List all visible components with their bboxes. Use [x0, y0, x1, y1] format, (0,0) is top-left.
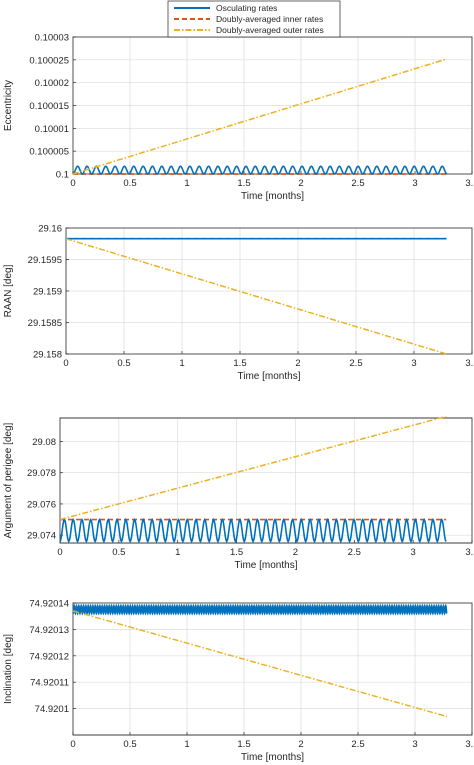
x-tick-label: 2: [295, 358, 300, 369]
x-axis-label: Time [months]: [241, 191, 304, 202]
x-axis-label: Time [months]: [235, 560, 298, 571]
x-tick-label: 2.5: [351, 739, 364, 750]
x-tick-label: 0: [70, 739, 75, 750]
x-tick-label: 2.5: [351, 178, 364, 189]
y-tick-label: 29.16: [38, 224, 62, 235]
y-tick-label: 0.100025: [29, 55, 69, 66]
y-tick-label: 0.10003: [35, 33, 69, 44]
series-line-osculating-rates: [72, 603, 448, 616]
series-line-osculating-rates: [59, 517, 447, 544]
y-tick-label: 0.10002: [35, 78, 69, 89]
y-tick-label: 29.1595: [28, 255, 62, 266]
y-tick-label: 29.1585: [28, 318, 62, 329]
plot-area: [72, 602, 473, 736]
x-axis-label: Time [months]: [238, 371, 301, 382]
x-tick-label: 2: [293, 547, 298, 558]
x-tick-label: 1: [184, 739, 189, 750]
y-tick-label: 74.9201: [35, 704, 69, 715]
legend: Osculating rates Doubly-averaged inner r…: [167, 0, 341, 38]
y-axis-label: Argument of perigee [deg]: [3, 422, 14, 538]
x-tick-label: 1.5: [230, 547, 243, 558]
x-tick-label: 1: [175, 547, 180, 558]
y-tick-label: 74.92012: [29, 651, 69, 662]
legend-label-inner: Doubly-averaged inner rates: [216, 14, 323, 24]
series-line-doubly-averaged-outer-rates: [72, 610, 448, 718]
y-axis-label: Eccentricity: [3, 80, 14, 131]
y-tick-label: 29.074: [27, 531, 56, 542]
x-tick-label: 0: [57, 547, 62, 558]
plot-frame: [72, 602, 473, 736]
x-tick-label: 3.5: [465, 547, 474, 558]
x-tick-label: 0: [63, 358, 68, 369]
series-line-osculating-rates: [72, 165, 448, 175]
y-tick-label: 29.076: [27, 499, 56, 510]
x-tick-label: 0.5: [123, 739, 136, 750]
x-tick-label: 2.5: [349, 358, 362, 369]
x-tick-label: 0.5: [117, 358, 130, 369]
plot-area: [59, 417, 473, 544]
x-tick-label: 0: [70, 178, 75, 189]
plot-frame: [59, 417, 473, 544]
x-tick-label: 2: [298, 178, 303, 189]
y-tick-label: 0.10001: [35, 124, 69, 135]
y-tick-label: 0.100005: [29, 147, 69, 158]
x-tick-label: 1: [184, 178, 189, 189]
y-tick-label: 29.159: [33, 287, 62, 298]
x-tick-label: 3: [410, 547, 415, 558]
x-tick-label: 1.5: [237, 178, 250, 189]
y-tick-label: 0.1: [56, 170, 69, 181]
x-axis-label: Time [months]: [241, 752, 304, 763]
y-axis-label: Inclination [deg]: [3, 634, 14, 704]
x-tick-label: 1.5: [237, 739, 250, 750]
y-tick-label: 29.158: [33, 350, 62, 361]
legend-label-osculating: Osculating rates: [216, 3, 277, 13]
y-tick-label: 0.100015: [29, 101, 69, 112]
chart-panel-inclination-deg: 0 0.5 1 1.5 2 2.5 3 3.5 74.9201 74.92011 74.92012 7…: [3, 599, 474, 764]
series-line-doubly-averaged-outer-rates: [72, 58, 448, 175]
x-tick-label: 0.5: [112, 547, 125, 558]
chart-panel-eccentricity: 0 0.5 1 1.5 2 2.5 3 3.5 0.1 0.100005 0.10001 0.1000…: [3, 33, 474, 203]
y-tick-label: 74.92013: [29, 625, 69, 636]
y-axis-label: RAAN [deg]: [3, 264, 14, 317]
x-tick-label: 3: [411, 358, 416, 369]
x-tick-label: 2.5: [348, 547, 361, 558]
chart-panel-raan-deg: 0 0.5 1 1.5 2 2.5 3 3.5 29.158 29.1585 29.159 29.15…: [3, 224, 474, 383]
y-tick-label: 29.078: [27, 468, 56, 479]
x-tick-label: 3: [412, 178, 417, 189]
y-tick-label: 74.92011: [30, 678, 69, 689]
plot-frame: [65, 227, 473, 355]
x-tick-label: 1: [179, 358, 184, 369]
series-line-doubly-averaged-outer-rates: [59, 415, 447, 521]
y-tick-label: 29.08: [32, 437, 56, 448]
chart-panel-argument-of-perigee-deg: 0 0.5 1 1.5 2 2.5 3 3.5 29.074 29.076 29.078 29.08 T…: [3, 415, 474, 571]
x-tick-label: 3: [412, 739, 417, 750]
x-tick-label: 1.5: [233, 358, 246, 369]
y-tick-label: 74.92014: [29, 599, 69, 610]
x-tick-label: 2: [298, 739, 303, 750]
x-tick-label: 3.5: [465, 739, 474, 750]
x-tick-label: 3.5: [465, 178, 474, 189]
x-tick-label: 0.5: [123, 178, 136, 189]
series-line-doubly-averaged-outer-rates: [65, 237, 447, 355]
x-tick-label: 3.5: [465, 358, 474, 369]
legend-label-outer: Doubly-averaged outer rates: [216, 25, 324, 35]
